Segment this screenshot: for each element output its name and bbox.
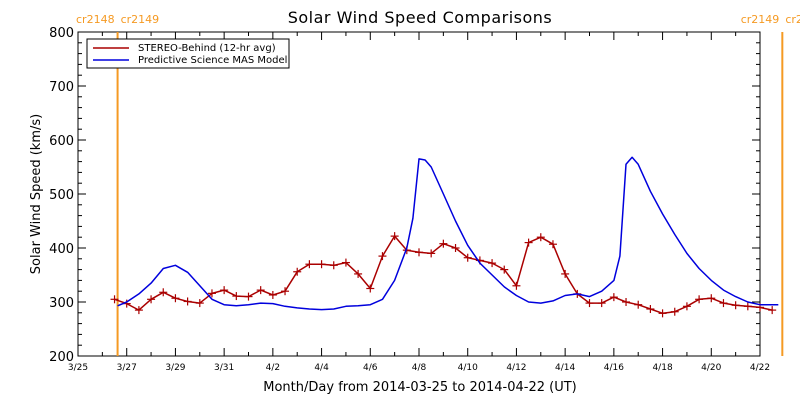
x-tick-label: 4/10 [458,363,478,373]
y-axis-label: Solar Wind Speed (km/s) [29,114,44,274]
carrington-label-left: cr2149 [741,13,780,26]
data-point-marker [207,289,216,298]
data-point-marker [500,265,509,274]
y-tick-label: 300 [49,296,74,311]
plot-frame-layer [77,31,761,357]
x-axis-label: Month/Day from 2014-03-25 to 2014-04-22 … [263,380,576,395]
legend-box [86,38,290,69]
x-tick-label: 3/27 [117,363,137,373]
carrington-markers: cr2148 cr2149 cr2149 cr2150 [76,13,800,356]
y-tick-label: 600 [49,134,74,149]
x-tick-label: 4/16 [604,363,624,373]
data-point-marker [609,293,618,302]
data-point-marker [634,300,643,309]
data-point-marker [561,269,570,278]
data-point-marker [256,286,265,295]
x-tick-label: 4/22 [750,363,770,373]
series-line-0 [114,235,773,315]
x-tick-label: 4/12 [506,363,526,373]
data-point-marker [281,287,290,296]
data-point-marker [622,298,631,306]
data-point-marker [268,290,277,299]
y-tick-label: 400 [49,242,74,257]
data-point-marker [658,309,667,318]
x-tick-label: 4/2 [266,363,280,373]
x-axis-ticks: 3/25 3/27 3/29 3/31 4/2 4/4 4/6 4/8 4/10 4/12 4/14… [68,32,770,373]
legend-label-stereo: STEREO-Behind (12-hr avg) [138,43,276,54]
data-point-marker [171,294,180,303]
data-point-marker [305,260,314,269]
data-point-marker [743,302,752,311]
data-point-marker [195,299,204,308]
data-point-marker [451,244,460,252]
legend-label-mas: Predictive Science MAS Model [138,55,287,66]
y-tick-label: 200 [49,350,74,365]
data-point-marker [768,306,777,315]
data-point-marker [354,269,363,278]
data-point-marker [317,260,326,269]
series-line-1 [117,156,779,311]
chart-legend: STEREO-Behind (12-hr avg) Predictive Sci… [86,38,290,69]
chart-title: Solar Wind Speed Comparisons [288,8,553,27]
x-tick-label: 3/31 [214,363,234,373]
data-point-marker [597,299,606,308]
data-point-marker [670,307,679,316]
data-point-marker [548,240,557,249]
y-tick-label: 700 [49,80,74,95]
data-point-marker [707,294,716,303]
data-point-marker [232,292,241,301]
data-point-marker [244,292,253,301]
data-point-marker [646,305,655,314]
carrington-label-right: cr2150 [785,13,800,26]
plot-frame [77,31,761,357]
data-point-marker [329,261,338,270]
data-point-marker [682,302,691,311]
x-tick-label: 4/18 [652,363,672,373]
carrington-label-right: cr2149 [121,13,160,26]
data-point-marker [695,295,704,304]
data-point-marker [378,252,387,261]
data-point-marker [536,233,545,242]
data-point-marker [524,238,533,247]
x-tick-label: 4/20 [701,363,721,373]
data-point-marker [719,299,728,308]
series-layer [110,156,779,318]
data-point-marker [415,248,423,257]
x-tick-label: 3/29 [165,363,185,373]
data-point-marker [731,301,740,310]
data-point-marker [147,295,156,304]
data-point-marker [159,288,168,297]
x-tick-label: 4/4 [314,363,329,373]
x-tick-label: 4/6 [363,363,378,373]
data-point-marker [183,297,192,306]
data-point-marker [439,239,448,248]
x-tick-label: 4/14 [555,363,575,373]
x-tick-label: 3/25 [68,363,88,373]
data-point-marker [366,284,375,293]
data-point-marker [488,259,497,268]
y-tick-label: 500 [49,188,74,203]
x-tick-label: 4/8 [412,363,427,373]
data-point-marker [341,258,350,267]
data-point-marker [512,281,521,290]
data-point-marker [463,253,472,262]
carrington-label-left: cr2148 [76,13,115,26]
data-point-marker [110,295,119,304]
data-point-marker [220,286,229,295]
data-point-marker [390,232,399,241]
data-point-marker [134,306,143,315]
data-point-marker [427,249,436,258]
y-tick-label: 800 [49,26,74,41]
y-axis-ticks: 200 300 400 500 600 700 800 [49,26,760,365]
data-point-marker [293,267,302,276]
data-point-marker [585,299,594,308]
